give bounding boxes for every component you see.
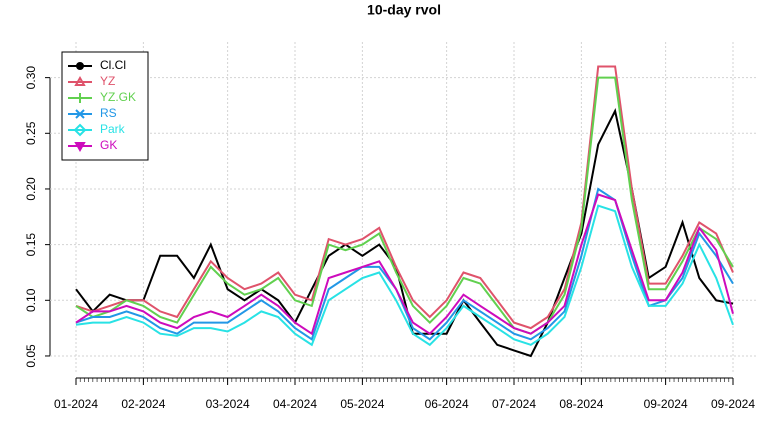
chart-title: 10-day rvol <box>367 2 441 18</box>
legend-marker <box>73 123 87 137</box>
legend-marker <box>75 109 85 119</box>
y-tick-label: 0.25 <box>24 121 38 145</box>
legend-label: Cl.Cl <box>100 58 126 72</box>
x-tick-label: 06-2024 <box>425 397 469 411</box>
legend-label: GK <box>100 138 117 152</box>
series-line <box>75 193 734 336</box>
legend-label: YZ <box>100 74 115 88</box>
legend-marker <box>75 93 85 103</box>
y-tick-label: 0.20 <box>24 177 38 201</box>
y-tick-label: 0.15 <box>24 233 38 257</box>
x-tick-label: 09-2024 <box>644 397 688 411</box>
y-tick-label: 0.10 <box>24 288 38 312</box>
legend-marker <box>76 62 84 70</box>
x-tick-label: 07-2024 <box>492 397 536 411</box>
legend-marker <box>74 75 86 86</box>
legend-label: Park <box>100 122 126 136</box>
x-tick-label: 02-2024 <box>121 397 165 411</box>
legend-label: YZ.GK <box>100 90 136 104</box>
series-line <box>75 204 734 347</box>
x-tick-label: 09-2024 <box>711 397 755 411</box>
x-tick-label: 03-2024 <box>206 397 250 411</box>
legend-label: RS <box>100 106 117 120</box>
x-tick-label: 08-2024 <box>559 397 603 411</box>
y-tick-label: 0.05 <box>24 344 38 368</box>
y-tick-label: 0.30 <box>24 66 38 90</box>
x-tick-label: 04-2024 <box>273 397 317 411</box>
x-tick-label: 05-2024 <box>340 397 384 411</box>
series-line <box>75 65 734 330</box>
series-line <box>75 76 734 335</box>
x-tick-label: 01-2024 <box>54 397 98 411</box>
series-line <box>75 108 734 358</box>
legend-marker <box>74 142 86 153</box>
